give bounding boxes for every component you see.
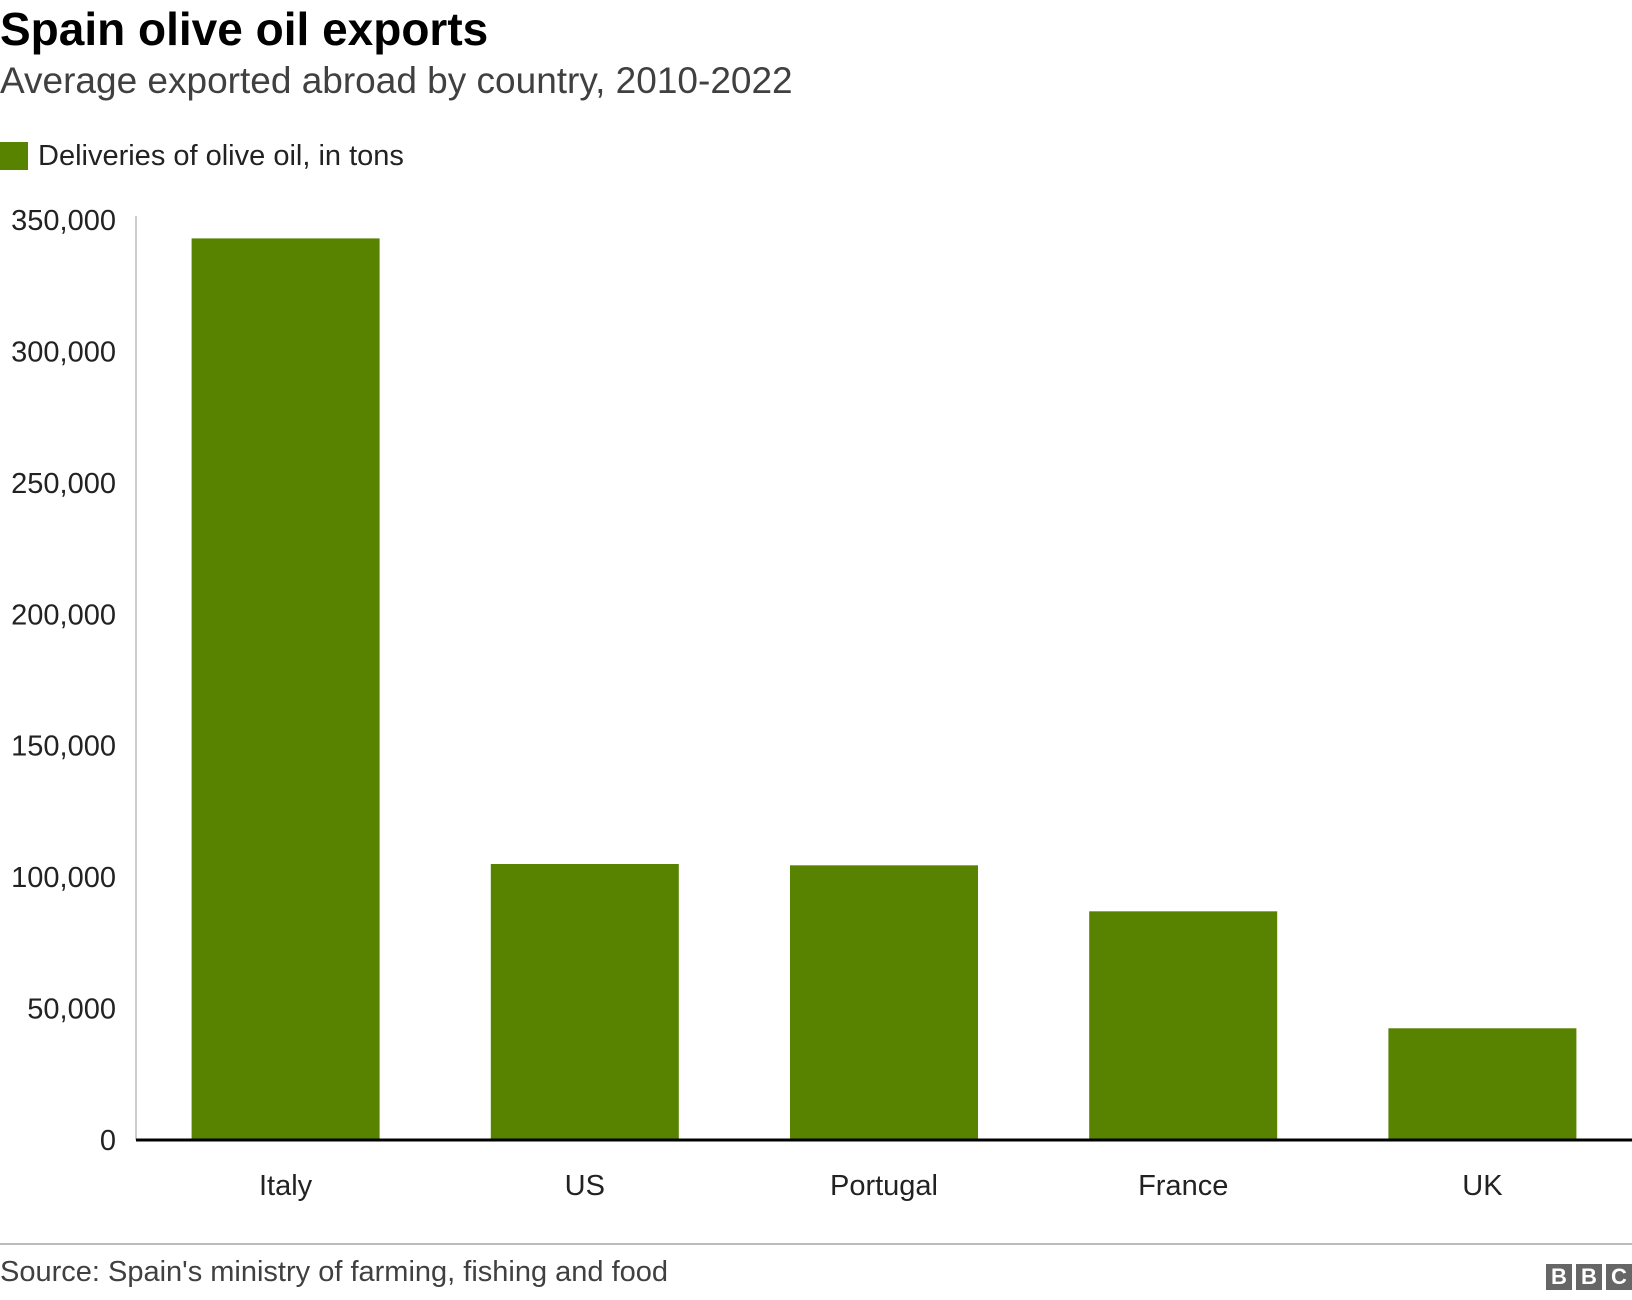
legend-swatch — [0, 142, 28, 170]
source-note: Source: Spain's ministry of farming, fis… — [0, 1256, 669, 1288]
logo-letter: B — [1546, 1264, 1572, 1290]
legend: Deliveries of olive oil, in tons — [0, 138, 404, 174]
logo-letter: C — [1606, 1264, 1632, 1290]
x-tick-label: Italy — [259, 1170, 313, 1202]
bar — [490, 864, 679, 1140]
chart-subtitle: Average exported abroad by country, 2010… — [0, 60, 793, 101]
bbc-logo: B B C — [1546, 1264, 1632, 1290]
chart-title: Spain olive oil exports — [0, 3, 489, 55]
x-tick-label: France — [1138, 1170, 1228, 1202]
y-tick-label: 200,000 — [11, 599, 116, 631]
x-tick-label: Portugal — [830, 1170, 938, 1202]
y-tick-label: 150,000 — [11, 731, 116, 763]
bar — [191, 238, 380, 1140]
y-tick-label: 250,000 — [11, 468, 116, 500]
logo-letter: B — [1576, 1264, 1602, 1290]
footer-divider — [0, 1243, 1632, 1245]
x-tick-label: UK — [1462, 1170, 1503, 1202]
y-tick-label: 100,000 — [11, 862, 116, 894]
x-tick-label: US — [565, 1170, 605, 1202]
y-tick-label: 0 — [100, 1125, 116, 1157]
bar — [1089, 911, 1278, 1140]
bar — [1388, 1028, 1577, 1140]
legend-label: Deliveries of olive oil, in tons — [38, 139, 404, 172]
bar — [790, 865, 978, 1140]
y-tick-label: 50,000 — [27, 994, 116, 1026]
y-tick-label: 350,000 — [11, 205, 116, 237]
bar-chart: 0 50,000 100,000 150,000 200,000 250,000 300,0… — [11, 205, 1632, 1202]
y-tick-label: 300,000 — [11, 336, 116, 368]
